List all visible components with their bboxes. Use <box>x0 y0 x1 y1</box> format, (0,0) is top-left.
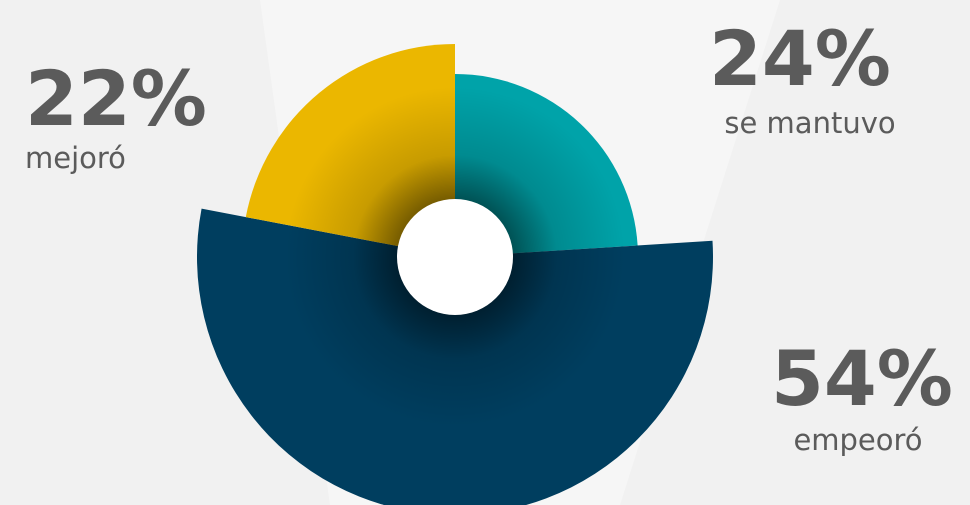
category-label: empeoró <box>793 423 922 457</box>
value-label: 22% <box>25 54 207 143</box>
center-hole <box>397 199 513 315</box>
category-label: se mantuvo <box>724 106 895 140</box>
value-label: 24% <box>709 14 891 103</box>
value-label: 54% <box>771 334 953 423</box>
category-label: mejoró <box>25 141 126 175</box>
